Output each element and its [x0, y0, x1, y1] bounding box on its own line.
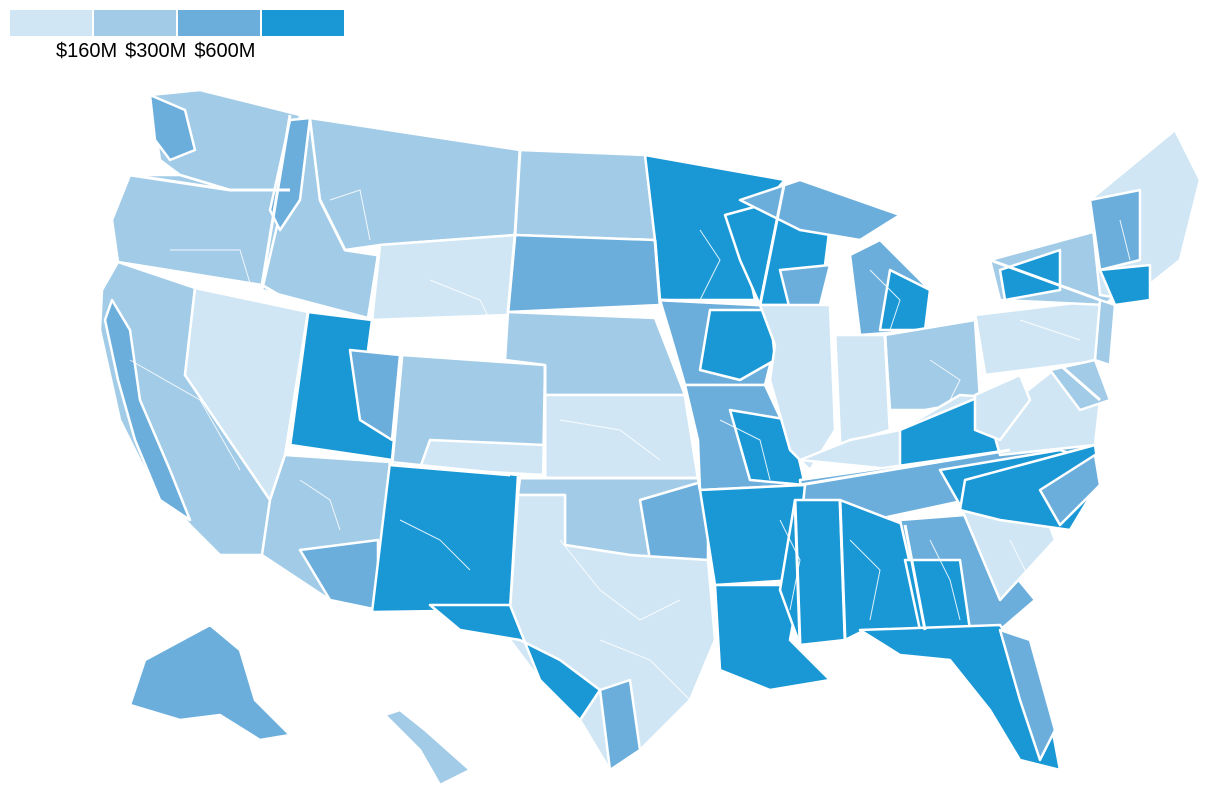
state-border-line [513, 149, 522, 236]
id-north-region [268, 116, 312, 232]
legend-swatch [262, 10, 344, 36]
state-border-line [261, 283, 310, 446]
state-border-line [903, 524, 927, 631]
district-border [869, 269, 901, 331]
district-border [699, 229, 721, 301]
ia-east-region [698, 308, 777, 382]
vt-nh-region [1088, 188, 1142, 272]
state-border-line [653, 239, 702, 491]
nc-east-region [1038, 453, 1102, 527]
district-border [1019, 319, 1081, 341]
state-border-line [260, 114, 292, 286]
mt-region [308, 116, 522, 252]
state-border-line [506, 234, 517, 313]
district-border [399, 519, 471, 571]
ak-region [128, 623, 292, 742]
district-border [929, 359, 961, 401]
map-regions [98, 88, 1202, 787]
ca-coast-region [103, 298, 192, 522]
wa-west-region [148, 93, 197, 162]
legend-swatch [94, 10, 176, 36]
state-border-line [129, 173, 290, 192]
district-borders [129, 189, 1131, 701]
wi-east-region [778, 263, 832, 312]
in-region [833, 333, 892, 447]
district-border [929, 539, 961, 621]
district-border [559, 539, 681, 621]
state-border-line [318, 199, 379, 257]
wv-region [973, 373, 1032, 442]
mi-upper-region [738, 178, 902, 242]
district-border [329, 189, 371, 241]
legend-label-600m: $600M [194, 40, 256, 62]
district-border [1009, 539, 1031, 581]
hi-region [383, 708, 472, 787]
fl-east-region [998, 628, 1057, 762]
district-border [779, 519, 801, 611]
district-border [429, 279, 501, 341]
legend-label-160m: $160M [56, 40, 118, 62]
district-border [299, 479, 341, 531]
state-border-line [370, 254, 380, 321]
nj-region [1093, 298, 1117, 367]
sd-region [506, 233, 662, 314]
legend-swatch [178, 10, 260, 36]
district-border [849, 539, 881, 621]
wy-region [370, 233, 517, 322]
state-border-line [833, 334, 842, 446]
legend-labels: $160M $300M $600M [56, 40, 255, 63]
ks-region [541, 393, 700, 480]
ct-ri-region [1098, 263, 1152, 307]
state-border-line [758, 179, 787, 306]
district-border [599, 639, 691, 701]
mi-east-region [878, 268, 932, 332]
district-border [559, 419, 661, 461]
state-border-line [989, 258, 1101, 302]
state-border-line [1059, 363, 1101, 402]
state-border-line [838, 499, 847, 641]
nd-region [513, 148, 657, 242]
state-borders [129, 114, 1101, 646]
state-border-line [799, 448, 1011, 487]
district-border [129, 359, 241, 471]
state-border-line [973, 314, 987, 376]
district-border [170, 249, 256, 301]
legend-swatches [10, 10, 344, 36]
ut-east-region [348, 348, 402, 442]
state-border-line [659, 298, 761, 307]
district-border [1119, 219, 1131, 261]
state-border-line [390, 354, 511, 477]
legend: $160M $300M $600M [10, 10, 350, 72]
state-border-line [883, 334, 892, 431]
tx-east-region [598, 678, 642, 772]
nm-region [370, 460, 520, 614]
state-border-line [793, 499, 802, 646]
district-border [719, 419, 771, 481]
legend-label-300m: $300M [125, 40, 187, 62]
legend-swatch [10, 10, 92, 36]
